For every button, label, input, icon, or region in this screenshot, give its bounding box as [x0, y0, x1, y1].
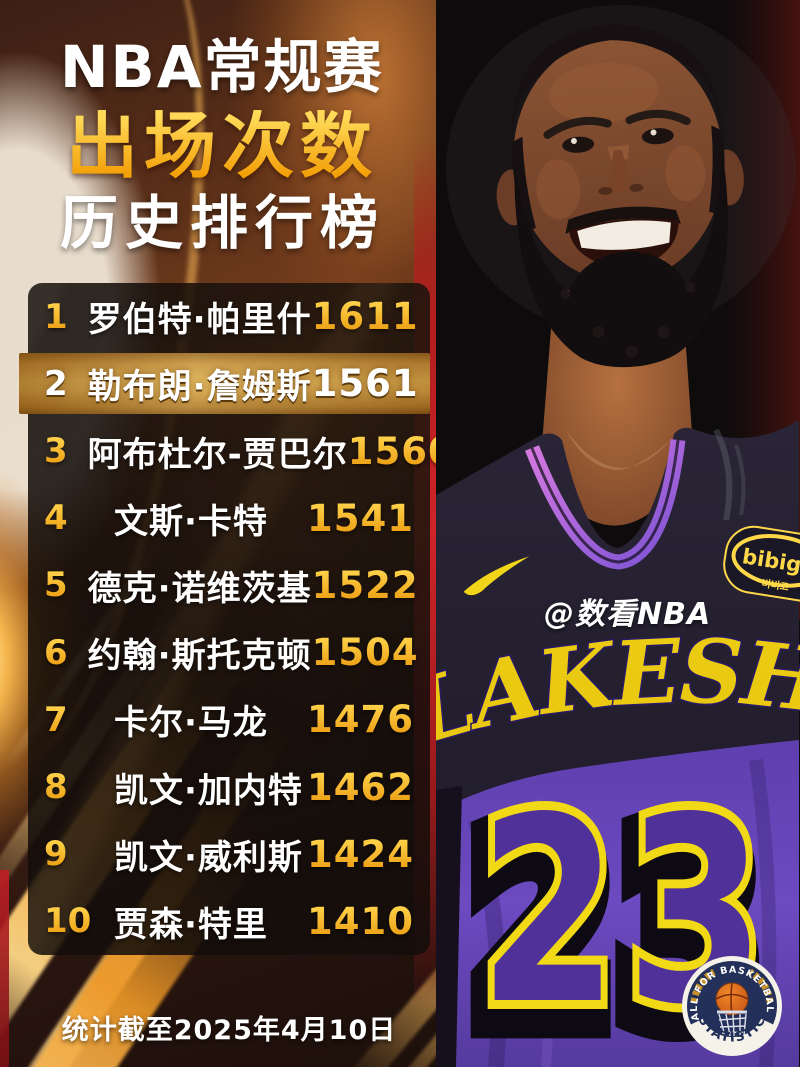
svg-text:23: 23: [472, 780, 766, 1067]
player-name: 凯文·威利斯: [114, 837, 303, 878]
player-name: 德克·诺维茨基: [87, 568, 312, 609]
sponsor-korean: 비비고: [761, 576, 790, 593]
table-row: 4 文斯·卡特 1541: [28, 485, 430, 552]
games-count: 1541: [307, 497, 430, 540]
nike-swoosh-icon: [463, 556, 530, 596]
eyebrow-left: [543, 116, 612, 139]
rank-number: 10: [28, 901, 94, 941]
table-row: 8 凯文·加内特 1462: [28, 753, 430, 820]
player-name: 文斯·卡特: [114, 501, 268, 542]
eye-right: [641, 128, 674, 145]
teeth: [577, 220, 671, 250]
games-count: 1561: [311, 362, 419, 406]
hair: [511, 24, 723, 143]
player-name: 阿布杜尔-贾巴尔: [87, 434, 348, 475]
ranking-panel: 1 罗伯特·帕里什 1611 2 勒布朗·詹姆斯 1561 3 阿布杜尔-贾巴尔…: [19, 283, 454, 955]
basketball-hoop-icon: [715, 982, 749, 1037]
games-count: 1462: [307, 766, 430, 809]
eyebrow-right: [625, 109, 691, 126]
table-row: 1 罗伯特·帕里什 1611: [28, 283, 430, 350]
player-name: 罗伯特·帕里什: [87, 300, 312, 341]
player-name: 凯文·加内特: [114, 770, 303, 811]
player-name: 勒布朗·詹姆斯: [87, 367, 312, 408]
rank-number: 2: [44, 363, 68, 404]
rank-number: 5: [28, 565, 68, 605]
page-title: NBA常规赛 出场次数 历史排行榜: [60, 38, 385, 252]
rank-number: 4: [28, 498, 94, 538]
games-count: 1611: [312, 295, 435, 338]
table-row: 10 贾森·特里 1410: [28, 888, 430, 955]
statistic-badge: ALL FOR BASKETBALL STATISTIC: [682, 956, 782, 1056]
games-count: 1424: [307, 833, 430, 876]
games-count: 1410: [307, 900, 430, 943]
table-row: 6 约翰·斯托克顿 1504: [28, 619, 430, 686]
footer-note: 统计截至2025年4月10日: [61, 1015, 397, 1046]
games-count: 1522: [312, 564, 435, 607]
player-name: 贾森·特里: [114, 904, 268, 945]
table-row: 2 勒布朗·詹姆斯 1561: [19, 350, 430, 417]
table-row: 9 凯文·威利斯 1424: [28, 821, 430, 888]
games-count: 1504: [312, 631, 435, 674]
table-row: 5 德克·诺维茨基 1522: [28, 552, 430, 619]
games-count: 1476: [307, 698, 430, 741]
rank-number: 7: [28, 700, 94, 740]
title-line-2: 出场次数: [66, 110, 385, 182]
nose: [608, 149, 633, 192]
player-name: 约翰·斯托克顿: [87, 636, 312, 677]
rank-number: 9: [28, 834, 94, 874]
rank-number: 8: [28, 767, 94, 807]
red-edge-strip: [0, 870, 9, 1067]
title-line-1: NBA常规赛: [60, 33, 384, 101]
rank-number: 6: [28, 633, 68, 673]
mustache: [565, 206, 681, 234]
player-name: 卡尔·马龙: [114, 703, 268, 744]
table-row: 7 卡尔·马龙 1476: [28, 686, 430, 753]
table-row: 3 阿布杜尔-贾巴尔 1560: [28, 417, 454, 484]
lebron-head: [496, 24, 744, 368]
lebron-photo: bibigo 비비고 @数看NBA LAKESHOW 23 23 ALL FOR…: [436, 0, 800, 1067]
rank-number: 3: [28, 431, 68, 471]
eye-left: [562, 136, 595, 153]
sponsor-patch: bibigo 비비고: [723, 525, 800, 604]
title-line-3: 历史排行榜: [60, 189, 386, 257]
jersey-number: 23 23: [453, 756, 778, 1067]
rank-number: 1: [28, 297, 68, 337]
watermark: @数看NBA: [544, 597, 711, 632]
